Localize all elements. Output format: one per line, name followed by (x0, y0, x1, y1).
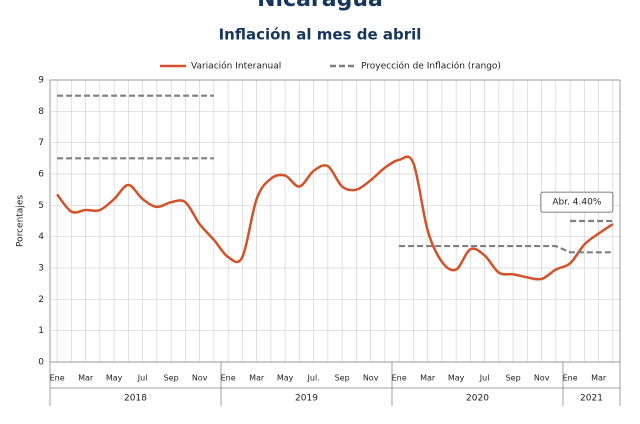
x-tick-label: Ene (221, 374, 236, 383)
x-tick-label: Nov (192, 374, 208, 383)
x-tick-label: May (277, 374, 294, 383)
legend-label: Variación Interanual (191, 61, 281, 72)
y-tick-label: 8 (38, 107, 44, 117)
y-tick-label: 2 (38, 295, 44, 305)
plot-border (49, 79, 621, 363)
y-tick-label: 3 (38, 264, 44, 274)
y-tick-label: 9 (38, 76, 44, 86)
x-tick-label: Ene (563, 374, 578, 383)
y-tick-label: 1 (38, 326, 44, 336)
x-tick-label: Mar (78, 374, 94, 383)
chart-title: Nicaragua (257, 0, 383, 12)
year-label: 2020 (466, 394, 489, 404)
x-tick-label: Nov (363, 374, 379, 383)
x-tick-label: May (106, 374, 123, 383)
x-tick-label: Ene (50, 374, 65, 383)
x-tick-label: Jul (137, 374, 148, 383)
x-tick-label: Sep (164, 374, 179, 383)
inflation-line (56, 155, 614, 281)
x-tick-label: Sep (335, 374, 350, 383)
year-label: 2018 (124, 394, 147, 404)
y-tick-label: 5 (38, 201, 44, 211)
x-tick-label: Mar (420, 374, 436, 383)
y-tick-label: 4 (38, 232, 44, 242)
annotation-box (540, 191, 614, 213)
year-label: 2019 (295, 394, 318, 404)
x-tick-label: May (448, 374, 465, 383)
y-tick-label: 0 (38, 358, 44, 368)
x-tick-label: Jul. (307, 374, 320, 383)
x-tick-label: Ene (392, 374, 407, 383)
chart-subtitle: Inflación al mes de abril (219, 26, 422, 44)
y-tick-label: 6 (38, 170, 44, 180)
year-label: 2021 (580, 394, 603, 404)
y-tick-label: 7 (38, 138, 44, 148)
x-tick-label: Sep (506, 374, 521, 383)
x-tick-label: Mar (249, 374, 265, 383)
x-tick-label: Mar (591, 374, 607, 383)
legend-label: Proyección de Inflación (rango) (361, 61, 501, 72)
annotation: Abr. 4.40% (552, 198, 602, 208)
x-tick-label: Nov (534, 374, 550, 383)
y-axis-label: Porcentajes (16, 195, 26, 247)
x-tick-label: Jul (479, 374, 490, 383)
